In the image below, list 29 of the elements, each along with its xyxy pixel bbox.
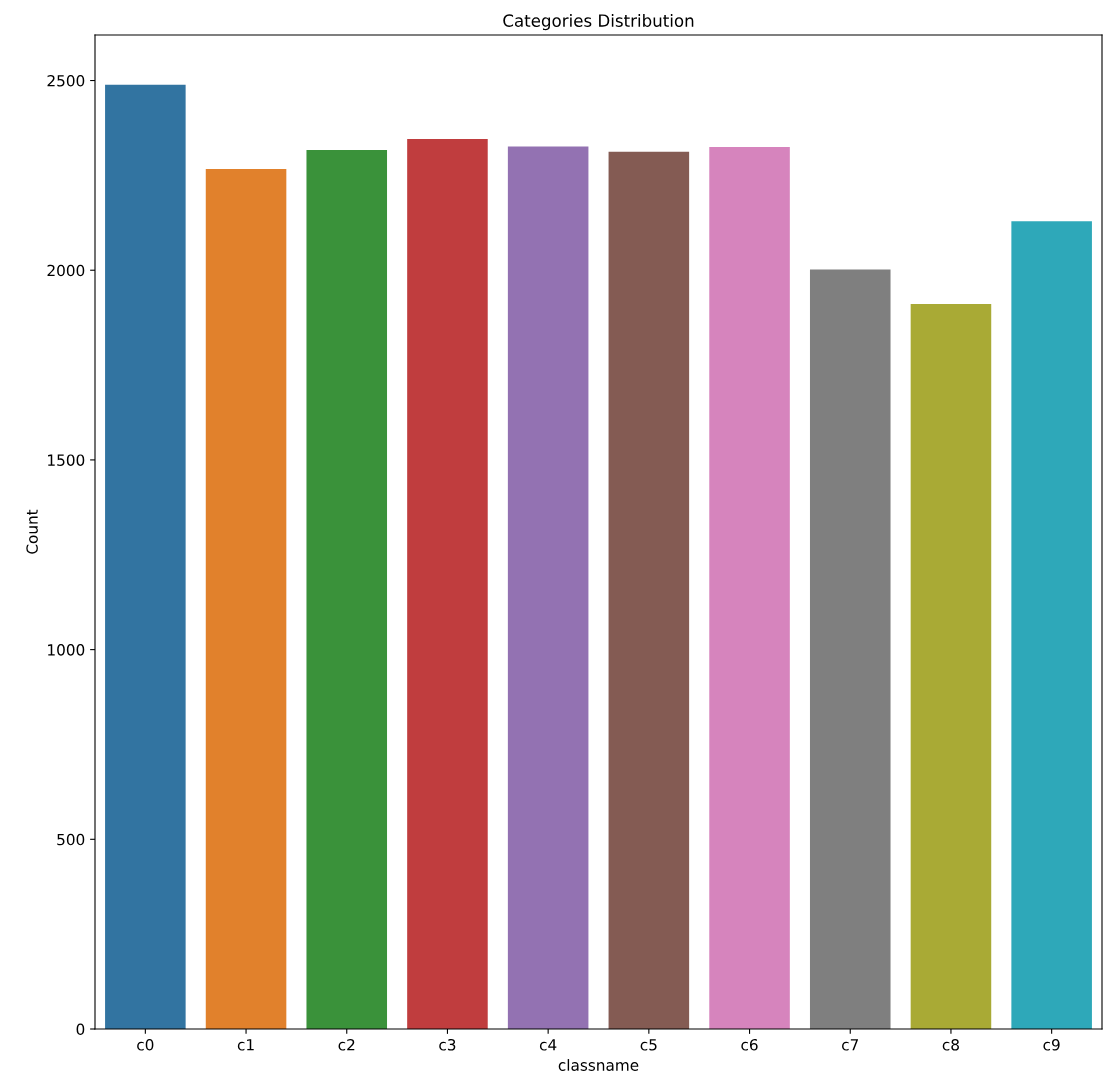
x-tick-label: c1 [237,1039,254,1051]
x-tick-label: c2 [338,1038,355,1051]
y-tick-label: 2500 [47,74,85,87]
y-tick-label: 0 [76,1023,85,1036]
y-tick-label: 1000 [48,644,85,656]
bar [809,269,891,1029]
x-tick-label: c0 [137,1038,154,1051]
y-tick-label: 1500 [48,454,85,466]
x-tick-label: c5 [640,1039,657,1051]
bar [306,149,388,1029]
bar [709,146,790,1029]
x-tick-label: c8 [942,1038,959,1051]
x-tick-label: c3 [439,1038,456,1051]
bar [910,303,992,1029]
bar [507,146,589,1029]
bar [608,151,690,1029]
x-tick-label: c6 [741,1038,758,1051]
chart-title: Categories Distribution [503,14,694,31]
bar [105,84,186,1029]
x-tick-label: c7 [842,1039,858,1051]
x-tick-label: c4 [539,1039,557,1051]
y-axis-title: Count [26,509,38,554]
bar [1011,221,1092,1029]
x-axis-title: classname [558,1059,639,1071]
bar [205,168,287,1029]
y-tick-label: 500 [57,833,85,846]
y-tick-label: 2000 [47,264,85,277]
x-tick-label: c9 [1043,1038,1060,1051]
bar [407,138,488,1029]
